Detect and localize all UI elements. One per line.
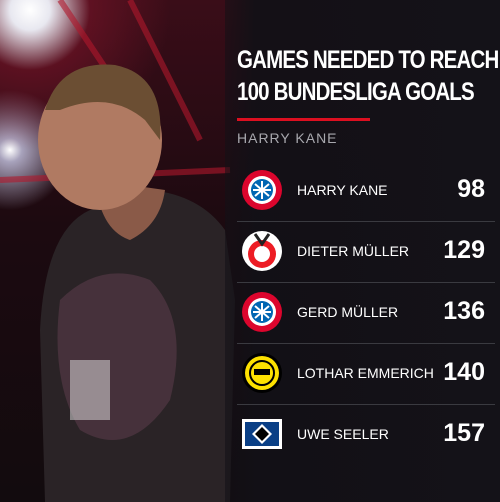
- player-name: LOTHAR EMMERICH: [297, 365, 434, 381]
- table-row: LOTHAR EMMERICH 140: [233, 343, 495, 403]
- table-row: HARRY KANE 98: [233, 160, 495, 220]
- club-logo: [242, 170, 282, 210]
- club-logo: [242, 231, 282, 271]
- row-separator: [237, 343, 495, 344]
- row-separator: [237, 221, 495, 222]
- games-value: 129: [443, 236, 485, 264]
- player-photo: [0, 0, 235, 502]
- subtitle: HARRY KANE: [237, 130, 338, 146]
- club-logo: [242, 292, 282, 332]
- player-name: HARRY KANE: [297, 182, 388, 198]
- panel: GAMES NEEDED TO REACH 100 BUNDESLIGA GOA…: [225, 0, 500, 502]
- table-row: DIETER MÜLLER 129: [233, 221, 495, 281]
- club-logo: [242, 419, 282, 449]
- club-logo: [242, 353, 282, 393]
- games-value: 157: [443, 419, 485, 447]
- player-name: UWE SEELER: [297, 426, 389, 442]
- player-name: DIETER MÜLLER: [297, 243, 410, 259]
- player-name: GERD MÜLLER: [297, 304, 399, 320]
- row-separator: [237, 404, 495, 405]
- games-value: 98: [457, 175, 485, 203]
- table-row: GERD MÜLLER 136: [233, 282, 495, 342]
- divider: [237, 118, 370, 121]
- games-value: 136: [443, 297, 485, 325]
- title: GAMES NEEDED TO REACH: [237, 46, 499, 74]
- games-value: 140: [443, 358, 485, 386]
- table-row: UWE SEELER 157: [233, 404, 495, 464]
- title: 100 BUNDESLIGA GOALS: [237, 78, 475, 106]
- row-separator: [237, 282, 495, 283]
